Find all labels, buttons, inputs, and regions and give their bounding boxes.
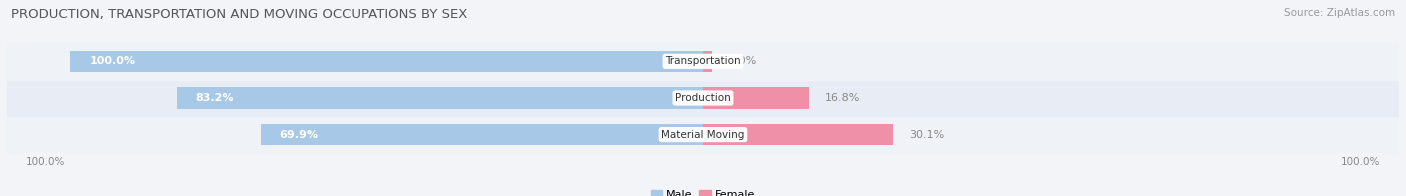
Bar (703, 124, 893, 145)
Bar (70, 51, 703, 72)
Text: 69.9%: 69.9% (280, 130, 319, 140)
Text: Transportation: Transportation (665, 56, 741, 66)
Bar (7, 116, 1399, 153)
Bar (7, 80, 1399, 116)
Text: 30.1%: 30.1% (910, 130, 945, 140)
Text: 100.0%: 100.0% (25, 157, 66, 167)
Text: 16.8%: 16.8% (825, 93, 860, 103)
Text: Production: Production (675, 93, 731, 103)
Bar (703, 51, 713, 72)
Legend: Male, Female: Male, Female (647, 185, 759, 196)
Bar (7, 43, 1399, 80)
Bar (703, 87, 810, 109)
Text: Source: ZipAtlas.com: Source: ZipAtlas.com (1284, 8, 1395, 18)
Text: 0.0%: 0.0% (728, 56, 756, 66)
Text: Material Moving: Material Moving (661, 130, 745, 140)
Bar (260, 124, 703, 145)
Bar (177, 87, 703, 109)
Text: 83.2%: 83.2% (195, 93, 233, 103)
Text: 100.0%: 100.0% (89, 56, 135, 66)
Text: PRODUCTION, TRANSPORTATION AND MOVING OCCUPATIONS BY SEX: PRODUCTION, TRANSPORTATION AND MOVING OC… (11, 8, 468, 21)
Text: 100.0%: 100.0% (1340, 157, 1381, 167)
